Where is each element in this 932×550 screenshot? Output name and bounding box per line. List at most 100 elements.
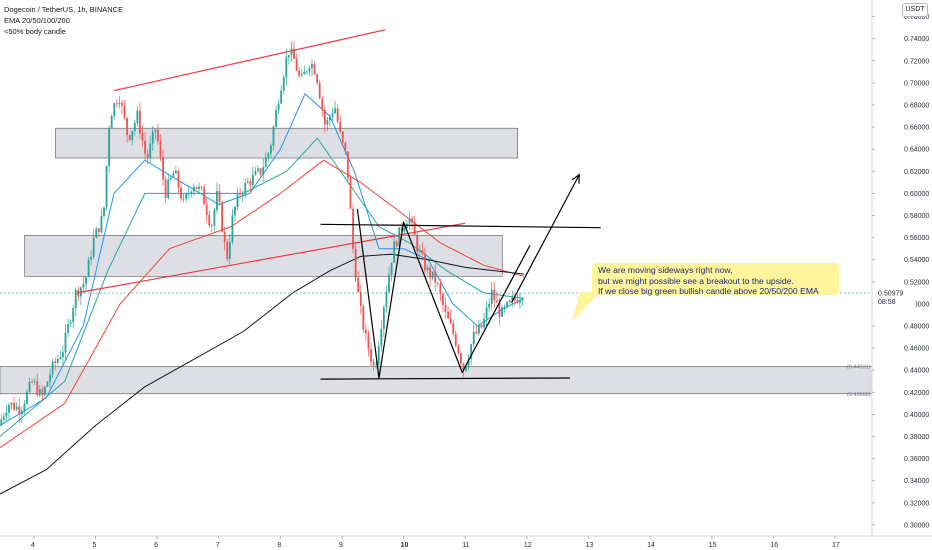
- candle-body: [216, 191, 218, 211]
- y-tick-label-14: 0.48000: [904, 324, 929, 331]
- candle-body: [398, 227, 401, 247]
- candle-body: [465, 367, 467, 371]
- trendline-5: [356, 208, 531, 379]
- candle-body: [477, 324, 480, 334]
- currency-badge[interactable]: USDT: [902, 3, 928, 17]
- candle-body: [187, 193, 190, 195]
- candle-body: [380, 328, 383, 347]
- candle-body: [377, 346, 380, 365]
- candle-body: [280, 90, 283, 104]
- trendline-1: [113, 29, 386, 92]
- candle-body: [290, 48, 293, 56]
- candle-body: [262, 167, 265, 175]
- candle-body: [8, 405, 10, 413]
- y-tick-label-8: 0.60000: [904, 191, 929, 198]
- ema-line-3: [0, 159, 524, 449]
- candle-body: [426, 267, 429, 271]
- candle-body: [146, 153, 149, 158]
- breakout-arrow-line: [510, 174, 580, 304]
- candle-body: [228, 242, 231, 259]
- candle-body: [352, 208, 354, 249]
- y-tick-label-2: 0.72000: [904, 58, 929, 65]
- candle-body: [169, 177, 172, 180]
- candle-body: [162, 156, 164, 180]
- candle-body: [239, 192, 241, 195]
- candle-body: [475, 331, 478, 334]
- candle-body: [467, 359, 470, 368]
- candle-body: [318, 82, 321, 99]
- candle-body: [452, 323, 455, 334]
- candle-body: [424, 253, 426, 271]
- candle-body: [144, 140, 146, 154]
- candle-body: [460, 353, 462, 364]
- candle-body: [300, 74, 303, 76]
- candle-body: [110, 115, 113, 128]
- candle-body: [436, 283, 439, 284]
- candle-body: [472, 331, 475, 345]
- candle-body: [413, 222, 416, 236]
- candle-body: [246, 181, 249, 183]
- candle-body: [483, 318, 485, 328]
- x-tick-label-5: 9: [339, 542, 343, 549]
- candle-body: [213, 210, 216, 226]
- candle-body: [62, 352, 64, 358]
- candle-body: [241, 194, 244, 195]
- candle-body: [303, 71, 306, 75]
- candle-body: [36, 381, 39, 396]
- candle-body: [203, 187, 206, 205]
- candle-body: [447, 311, 449, 319]
- candle-body: [118, 102, 121, 105]
- y-tick-label-3: 0.70000: [904, 80, 929, 87]
- candle-body: [365, 329, 367, 334]
- candle-body: [13, 402, 16, 410]
- y-tick-label-19: 0.38000: [904, 434, 929, 441]
- candle-body: [15, 406, 18, 410]
- candle-body: [298, 70, 301, 76]
- sr-zone-3: [0, 366, 872, 395]
- candle-body: [372, 361, 375, 366]
- candle-body: [411, 218, 414, 223]
- candle-body: [192, 186, 195, 192]
- candle-body: [198, 186, 200, 189]
- candle-body: [64, 332, 67, 353]
- candle-body: [33, 381, 36, 383]
- chart-legend: Dogecoin / TetherUS, 1h, BINANCE EMA 20/…: [4, 4, 123, 37]
- y-tick-label-11: 0.54000: [904, 257, 929, 264]
- candle-body: [285, 57, 288, 78]
- candle-body: [136, 110, 139, 123]
- candle-body: [59, 357, 62, 359]
- x-tick-label-4: 8: [277, 542, 281, 549]
- x-tick-label-3: 7: [216, 542, 220, 549]
- candle-body: [395, 241, 398, 247]
- candle-body: [244, 182, 247, 195]
- candle-body: [490, 289, 493, 305]
- candle-body: [195, 186, 198, 189]
- candle-body: [277, 103, 280, 111]
- candle-body: [20, 410, 23, 415]
- candle-body: [92, 237, 95, 257]
- candle-body: [267, 153, 270, 158]
- candle-body: [44, 386, 46, 395]
- candle-body: [182, 198, 185, 200]
- y-tick-label-0: 0.76000: [904, 14, 929, 21]
- candle-body: [257, 168, 259, 172]
- candle-body: [157, 129, 159, 142]
- trendline-2: [76, 222, 466, 294]
- candle-body: [495, 300, 498, 303]
- candle-body: [349, 177, 352, 209]
- candle-body: [218, 191, 221, 203]
- candle-body: [416, 235, 419, 252]
- ema-line-2: [0, 137, 524, 437]
- candle-body: [159, 141, 162, 157]
- candle-body: [508, 300, 511, 303]
- candle-body: [442, 293, 444, 305]
- candle-body: [275, 110, 277, 127]
- last-price-box: [873, 288, 915, 308]
- candle-body: [97, 228, 100, 233]
- x-tick-label-9: 13: [586, 542, 594, 549]
- annotation-note[interactable]: We are moving sideways right now, but we…: [592, 263, 839, 296]
- candle-body: [74, 289, 77, 309]
- candle-body: [226, 242, 229, 259]
